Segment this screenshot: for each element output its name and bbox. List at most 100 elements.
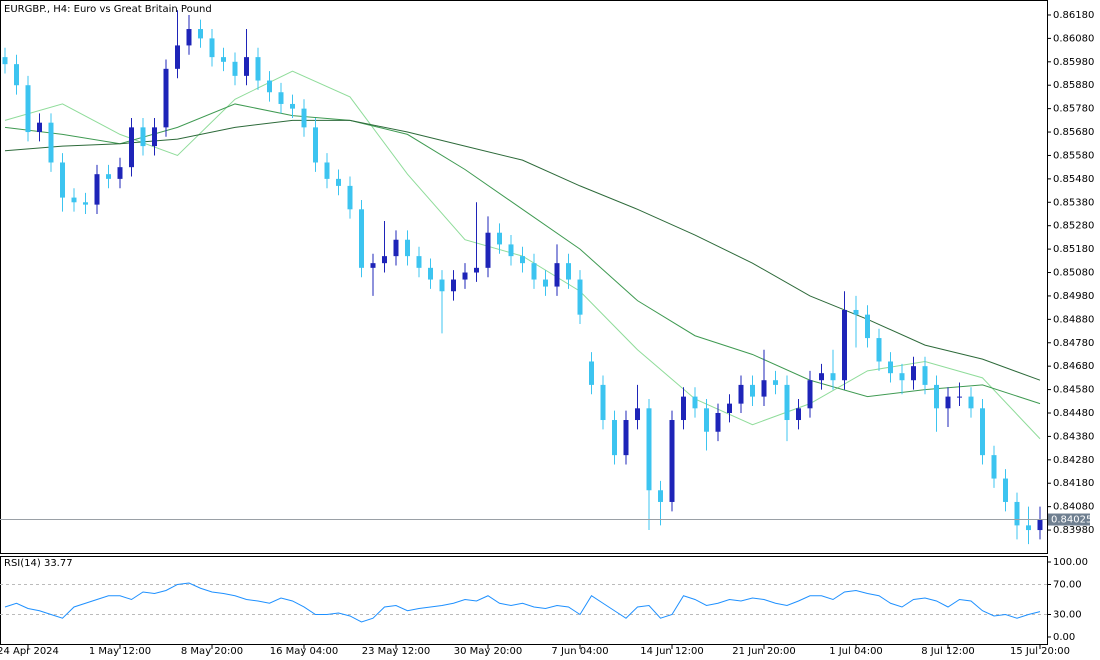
candle-body (497, 232, 502, 245)
candle-body (106, 174, 111, 179)
rsi-line (4, 582, 1041, 623)
candle-body (980, 408, 985, 456)
candle-body (520, 256, 525, 264)
candle-body (129, 127, 134, 168)
x-tick-label: 21 Jun 20:00 (732, 646, 796, 657)
y-tick-label: 0.85080 (1053, 268, 1094, 279)
y-tick-label: 0.84680 (1053, 361, 1094, 372)
candle-body (1014, 501, 1020, 526)
candle-body (290, 103, 295, 109)
candle-body (796, 408, 801, 421)
candle-body (140, 127, 146, 147)
y-tick-label: 0.86180 (1053, 10, 1094, 21)
candle-body (336, 178, 341, 186)
candle-body (186, 29, 192, 46)
y-tick-label: 0.85280 (1053, 221, 1094, 232)
candle-body (589, 361, 594, 385)
candle-body (324, 162, 330, 179)
candle-body (37, 122, 42, 133)
x-tick-label: 7 Jun 04:00 (551, 646, 608, 657)
candle-body (278, 92, 284, 104)
candle-body (531, 263, 537, 280)
y-tick-label: 0.85980 (1053, 57, 1094, 68)
y-tick-label: 0.85780 (1053, 104, 1094, 115)
candle-body (600, 384, 606, 421)
x-tick-label: 8 May 20:00 (181, 646, 243, 657)
candle-body (221, 57, 226, 62)
candle-body (807, 380, 813, 409)
candle-body (715, 412, 721, 432)
candle-body (209, 38, 215, 58)
y-tick-label: 30.00 (1053, 609, 1082, 620)
candle-body (876, 338, 882, 362)
candle-body (750, 384, 755, 397)
main-frame (0, 0, 1048, 554)
candle-body (313, 127, 318, 163)
candle-body (71, 197, 77, 203)
candle-body (14, 64, 19, 86)
x-tick-label: 16 May 04:00 (270, 646, 339, 657)
candle-body (738, 384, 744, 404)
candle-body (416, 256, 422, 268)
candle-body (635, 408, 640, 421)
x-tick-label: 1 Jul 04:00 (829, 646, 883, 657)
candle-body (669, 420, 675, 502)
y-tick-label: 0.85480 (1053, 174, 1094, 185)
y-tick-label: 0.85180 (1053, 244, 1094, 255)
x-tick-label: 14 Jun 12:00 (640, 646, 704, 657)
x-tick-label: 30 May 20:00 (454, 646, 523, 657)
candle-body (347, 185, 353, 210)
current-price-box (1048, 513, 1090, 526)
candle-body (25, 85, 31, 133)
candle-body (451, 279, 456, 292)
x-tick-label: 15 Jul 20:00 (1010, 646, 1070, 657)
candle-body (727, 403, 732, 413)
candle-body (623, 420, 629, 456)
candle-body (543, 279, 548, 287)
y-tick-label: 0.84980 (1053, 291, 1094, 302)
candle-body (232, 61, 238, 76)
candle-body (163, 68, 169, 128)
candle-body (60, 162, 65, 198)
candle-body (1037, 519, 1043, 531)
candle-body (888, 361, 893, 374)
y-tick-label: 100.00 (1053, 557, 1088, 568)
candle-body (267, 80, 272, 93)
y-tick-label: 0.84480 (1053, 408, 1094, 419)
candle-body (646, 408, 652, 491)
candle-body (428, 267, 433, 280)
candle-body (934, 384, 939, 409)
y-tick-label: 0.00 (1053, 632, 1075, 643)
y-tick-label: 0.85380 (1053, 197, 1094, 208)
candle-body (704, 408, 709, 432)
candle-body (83, 202, 88, 205)
candle-body (94, 174, 100, 205)
candle-body (1026, 525, 1031, 531)
candle-body (485, 232, 491, 268)
candle-body (761, 380, 767, 397)
candle-body (692, 396, 698, 409)
candle-body (244, 57, 249, 76)
candle-body (865, 314, 870, 339)
candle-body (175, 45, 180, 69)
x-tick-label: 24 Apr 2024 (0, 646, 59, 657)
candle-body (1003, 478, 1008, 502)
candle-body (301, 108, 307, 128)
candle-body (911, 366, 916, 381)
candle-body (842, 309, 847, 381)
candle-body (899, 373, 905, 381)
candle-body (405, 239, 410, 257)
candle-body (681, 396, 686, 421)
candle-body (382, 256, 387, 264)
x-tick-label: 23 May 12:00 (362, 646, 431, 657)
candle-body (198, 29, 203, 39)
candle-body (773, 380, 778, 385)
candle-body (612, 420, 617, 456)
y-tick-label: 0.84780 (1053, 338, 1094, 349)
candle-body (957, 396, 962, 398)
candle-body (554, 263, 560, 287)
candle-body (393, 239, 399, 257)
candle-body (370, 263, 376, 268)
y-tick-label: 0.85680 (1053, 127, 1094, 138)
rsi-title: RSI(14) 33.77 (4, 558, 73, 569)
